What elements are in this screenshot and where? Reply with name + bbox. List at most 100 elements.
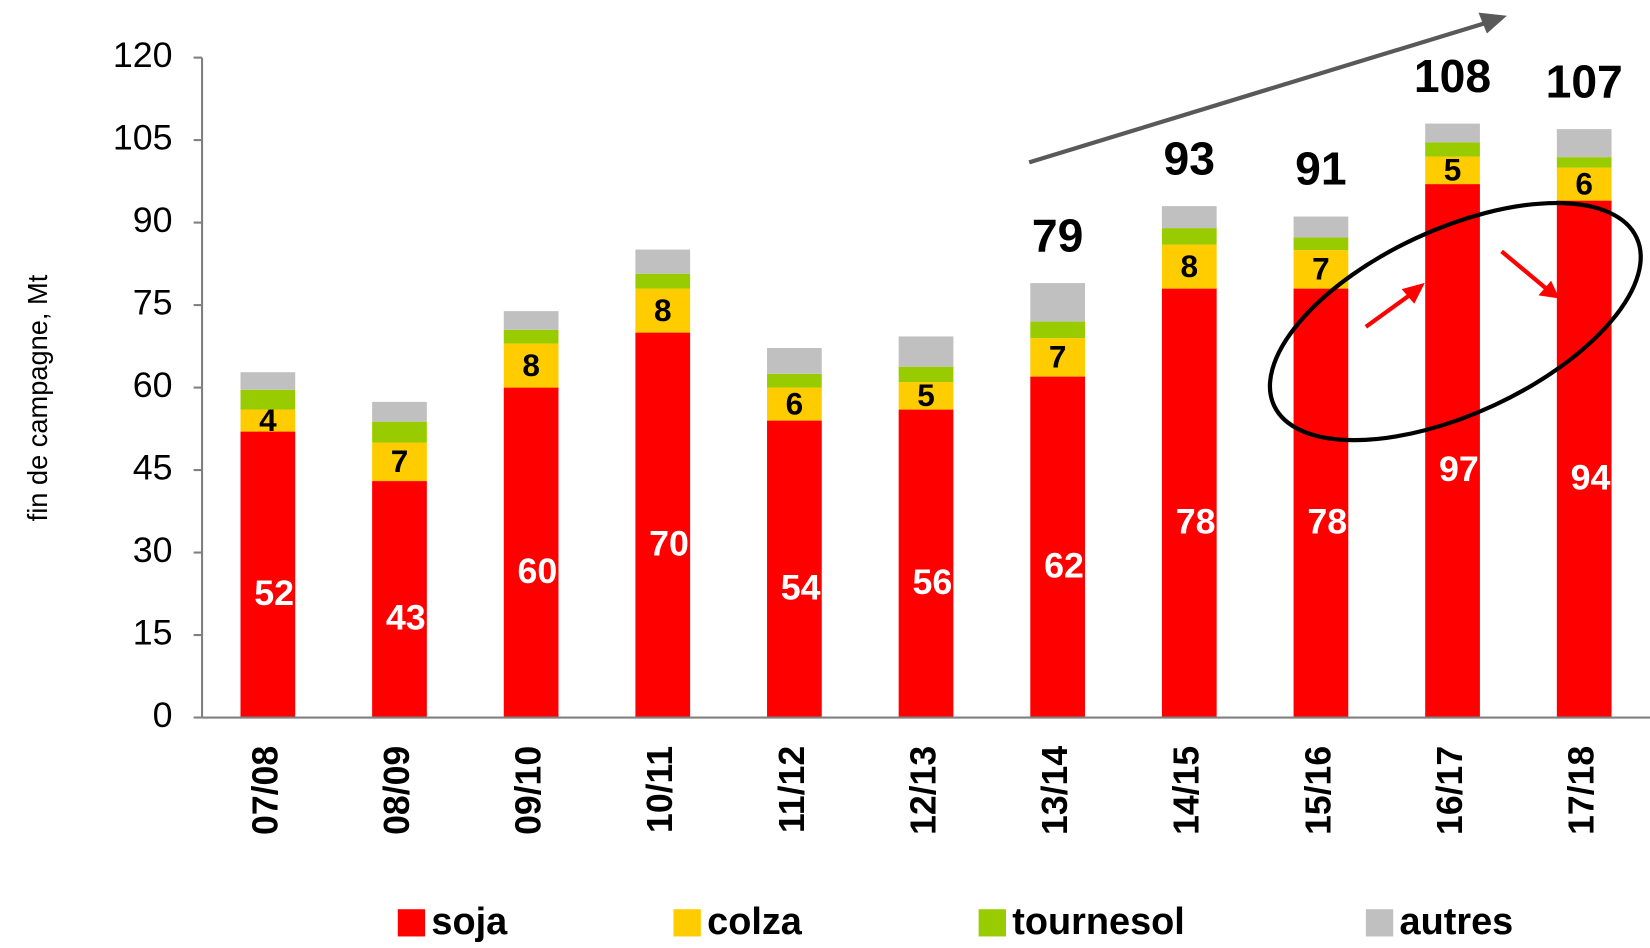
bar-segment (1556, 129, 1612, 158)
bar-segment (767, 387, 822, 421)
value-label: 52 (254, 573, 294, 613)
y-tick-label: 90 (133, 200, 173, 240)
y-tick-label: 60 (133, 365, 173, 405)
y-tick-label: 120 (113, 35, 173, 75)
bar-segment (1161, 244, 1217, 289)
bar-segment (240, 389, 296, 410)
bar-segment (898, 409, 954, 718)
bar-segment (898, 366, 954, 383)
bar-segment (635, 249, 691, 274)
bar-segment (1030, 283, 1086, 322)
bar-segment (635, 288, 691, 333)
total-label: 108 (1414, 50, 1491, 102)
y-tick-label: 45 (133, 448, 173, 488)
legend-swatch (673, 909, 701, 937)
chart-body: fin de campagne, Mt 01530456075901051205… (22, 35, 1650, 943)
value-label: 5 (1444, 152, 1462, 188)
value-label: 62 (1044, 545, 1084, 585)
value-label: 54 (781, 567, 821, 607)
total-label: 79 (1032, 209, 1083, 261)
x-tick-label: 17/18 (1562, 746, 1602, 835)
value-label: 8 (1181, 248, 1199, 284)
trend-arrow (1028, 18, 1493, 165)
legend-label: autres (1400, 901, 1514, 943)
bar-segment (1293, 216, 1349, 238)
legend-swatch (1365, 909, 1394, 937)
highlight-ellipse (1267, 200, 1643, 443)
bar-segment (1030, 338, 1086, 377)
bar-segment (1556, 157, 1612, 168)
y-axis-label: fin de campagne, Mt (22, 274, 53, 521)
bar-segment (767, 420, 822, 718)
total-label: 91 (1295, 143, 1346, 195)
legend-label: colza (707, 901, 803, 943)
y-tick-label: 75 (133, 283, 173, 323)
y-tick-label: 105 (113, 118, 173, 158)
bar-segment (372, 401, 427, 422)
x-tick-label: 10/11 (640, 746, 680, 833)
value-label: 97 (1439, 449, 1479, 489)
bar-segment (1030, 321, 1086, 339)
value-label: 94 (1571, 457, 1611, 497)
bar-segment (635, 332, 691, 718)
bar-segment (1425, 184, 1480, 718)
value-label: 43 (386, 598, 426, 638)
x-tick-label: 13/14 (1035, 746, 1075, 835)
total-label: 93 (1164, 132, 1215, 184)
value-label: 70 (649, 523, 689, 563)
red-arrow-head (1538, 280, 1560, 299)
legend-swatch (978, 909, 1006, 937)
legend-swatch (397, 909, 426, 937)
bar-segment (503, 329, 559, 344)
bar-segment (767, 373, 822, 388)
value-label: 4 (259, 402, 277, 438)
value-label: 6 (1575, 166, 1593, 202)
x-tick-label: 16/17 (1430, 746, 1470, 835)
bar-segment (372, 442, 427, 482)
y-tick-label: 15 (133, 613, 173, 653)
legend-label: soja (431, 901, 508, 943)
y-tick-label: 30 (133, 530, 173, 570)
bar-segment (1425, 142, 1480, 157)
value-label: 78 (1176, 501, 1216, 541)
x-tick-label: 14/15 (1167, 746, 1207, 835)
value-label: 8 (654, 292, 672, 328)
bar-segment (635, 273, 691, 289)
bar-segment (503, 387, 559, 718)
bar-segment (1293, 237, 1349, 251)
value-label: 78 (1307, 501, 1347, 541)
bar-segment (1161, 228, 1217, 245)
value-label: 7 (391, 443, 409, 479)
bar-segment (1425, 156, 1480, 185)
value-label: 6 (786, 386, 804, 422)
bar-segment (898, 336, 954, 367)
value-label: 60 (518, 551, 558, 591)
bar-segment (1425, 123, 1480, 143)
x-tick-label: 12/13 (903, 746, 943, 835)
y-tick-label: 0 (153, 695, 173, 735)
bar-segment (240, 372, 296, 390)
red-arrow (1500, 249, 1549, 291)
legend-label: tournesol (1012, 901, 1185, 943)
bar-segment (372, 481, 427, 718)
value-label: 7 (1049, 339, 1067, 375)
bar-segment (372, 421, 427, 443)
value-label: 5 (917, 377, 935, 413)
trend-arrow-head (1478, 12, 1507, 34)
value-label: 7 (1312, 251, 1330, 287)
bar-segment (240, 431, 296, 718)
bar-segment (503, 311, 559, 330)
bar-segment (1556, 167, 1612, 201)
bar-segment (898, 382, 954, 410)
annotations (1028, 12, 1643, 443)
x-tick-label: 08/09 (377, 746, 417, 835)
bar-segment (1293, 288, 1349, 718)
red-arrow-head (1401, 282, 1425, 304)
bar-segment (240, 409, 296, 432)
bar-segment (1161, 206, 1217, 229)
red-arrow (1364, 291, 1414, 329)
bar-segment (1161, 288, 1217, 718)
x-tick-label: 07/08 (245, 746, 285, 835)
total-label: 107 (1546, 55, 1623, 107)
